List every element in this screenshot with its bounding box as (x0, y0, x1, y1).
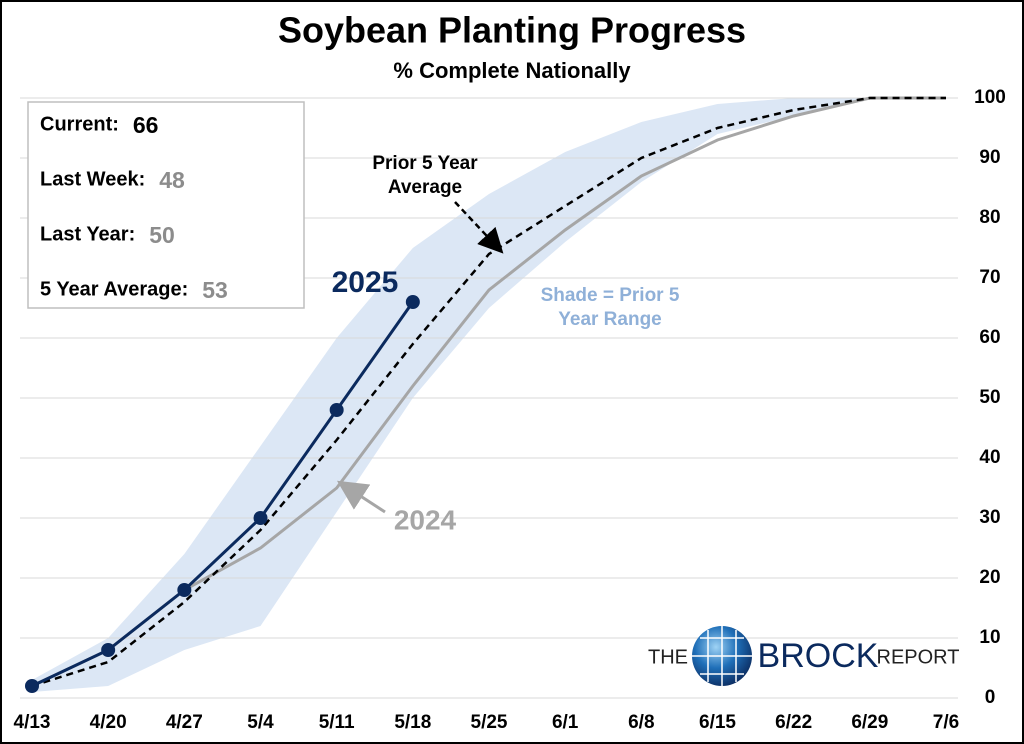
range-band (32, 98, 946, 692)
series-marker (101, 643, 116, 657)
x-tick-label: 7/6 (933, 712, 959, 733)
logo: THE BROCK REPORT (648, 626, 959, 686)
y-tick-label: 100 (974, 87, 1006, 108)
x-tick-label: 4/13 (14, 712, 51, 733)
series-line (31, 301, 415, 688)
chart-title: Soybean Planting Progress (278, 10, 746, 51)
x-tick-label: 5/25 (471, 712, 508, 733)
y-tick-label: 10 (979, 627, 1000, 648)
x-tick-label: 6/8 (628, 712, 654, 733)
info-box (27, 101, 305, 309)
info-value: 50 (149, 222, 175, 248)
info-label: Last Week: (40, 168, 145, 190)
info-value: 53 (202, 277, 228, 303)
x-tick-label: 5/4 (247, 712, 274, 733)
avg-label: Average (388, 177, 462, 198)
info-value: 48 (159, 167, 185, 193)
series-label: 2025 (332, 266, 399, 299)
y-tick-label: 80 (979, 207, 1000, 228)
avg-arrow (454, 201, 504, 254)
x-tick-label: 6/1 (552, 712, 579, 733)
logo-grid (692, 626, 752, 686)
series-arrow (336, 480, 386, 514)
x-tick-label: 6/29 (851, 712, 888, 733)
x-tick-label: 4/20 (90, 712, 127, 733)
series-marker (177, 583, 192, 597)
x-tick-label: 6/22 (775, 712, 812, 733)
y-tick-label: 30 (979, 507, 1000, 528)
y-tick-label: 50 (979, 387, 1000, 408)
series-marker (329, 403, 344, 417)
y-tick-label: 60 (979, 327, 1000, 348)
series-label: 2024 (394, 504, 457, 535)
range-label: Year Range (558, 309, 662, 330)
info-label: 5 Year Average: (40, 278, 188, 300)
series-marker (405, 295, 420, 309)
info-label: Current: (40, 113, 119, 135)
series-line (31, 96, 946, 688)
range-label: Shade = Prior 5 (541, 285, 680, 306)
logo-text: THE (648, 646, 688, 668)
info-label: Last Year: (40, 223, 135, 245)
info-value: 66 (133, 112, 159, 138)
x-tick-label: 5/18 (394, 712, 431, 733)
y-tick-label: 90 (979, 147, 1000, 168)
series-marker (253, 511, 268, 525)
series-marker (25, 679, 39, 693)
chart-subtitle: % Complete Nationally (393, 58, 631, 83)
avg-label: Prior 5 Year (372, 153, 478, 174)
y-tick-label: 70 (979, 267, 1000, 288)
y-tick-label: 20 (979, 567, 1000, 588)
y-tick-label: 0 (985, 687, 996, 708)
x-tick-label: 4/27 (166, 712, 203, 733)
logo-text: REPORT (877, 646, 960, 668)
logo-text: BROCK (758, 637, 879, 675)
x-tick-label: 5/11 (319, 712, 355, 733)
y-tick-label: 40 (979, 447, 1000, 468)
x-tick-label: 6/15 (699, 712, 736, 733)
